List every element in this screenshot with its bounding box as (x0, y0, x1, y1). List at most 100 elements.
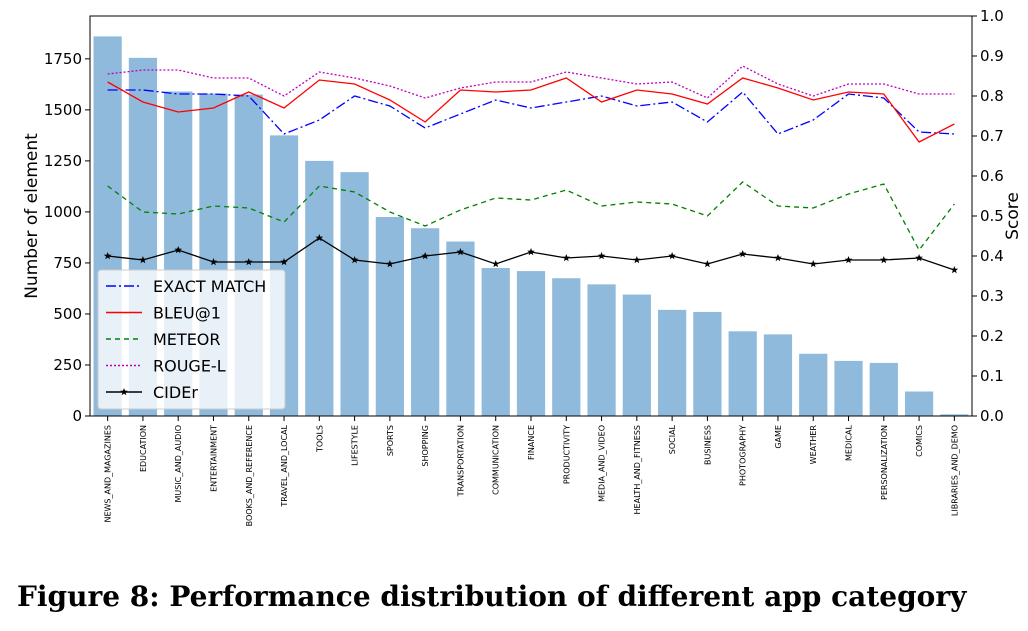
bar-communication (481, 268, 510, 416)
series-line-exact-match (107, 89, 955, 135)
bar-sports (375, 217, 404, 416)
bar-health-and-fitness (622, 294, 651, 416)
bar-personalization (869, 362, 898, 416)
series-point-cider (915, 254, 923, 262)
right-tick-label: 0.5 (980, 207, 1004, 225)
series-point-cider (597, 252, 606, 260)
lines-layer (103, 65, 959, 274)
bar-comics (904, 391, 934, 416)
series-line-bleu-1 (107, 77, 955, 143)
series-point-cider (950, 266, 959, 274)
x-tick-label: PHOTOGRAPHY (739, 425, 748, 486)
series-point-cider (880, 256, 888, 264)
x-tick-label: BOOKS_AND_REFERENCE (245, 425, 254, 526)
bar-social (658, 309, 687, 416)
x-tick-label: ENTERTAINMENT (209, 425, 218, 492)
left-axis: 0 250 500 750 1000 1250 1500 1750 (44, 50, 90, 425)
left-tick-label: 500 (53, 305, 82, 323)
x-tick-label: MUSIC_AND_AUDIO (174, 425, 183, 503)
x-tick-label: PRODUCTIVITY (562, 425, 571, 484)
right-tick-label: 0.6 (980, 167, 1004, 185)
x-tick-label: TOOLS (315, 425, 324, 453)
legend-marker (120, 388, 128, 396)
bar-business (693, 311, 722, 416)
right-tick-label: 0.7 (980, 127, 1004, 145)
series-point-cider (633, 256, 641, 264)
series-point-cider (174, 246, 182, 254)
series-point-cider (103, 252, 112, 260)
bar-medical (834, 360, 863, 416)
x-tick-label: MEDIA_AND_VIDEO (598, 425, 607, 502)
bar-transportation (446, 241, 475, 416)
legend: EXACT MATCH BLEU@1 METEOR ROUGE-L CIDEr (97, 269, 286, 410)
series-point-cider (562, 254, 571, 262)
series-point-cider (315, 234, 324, 242)
series-point-cider (456, 248, 465, 256)
x-tick-label: LIBRARIES_AND_DEMO (950, 425, 959, 516)
series-point-cider (244, 258, 253, 266)
x-tick-label: FINANCE (527, 425, 536, 460)
x-tick-label: SHOPPING (421, 425, 430, 467)
series-point-cider (703, 260, 712, 268)
right-tick-label: 0.8 (980, 87, 1004, 105)
series-point-cider (139, 256, 147, 264)
right-tick-label: 0.0 (980, 407, 1004, 425)
series-point-cider (738, 250, 747, 258)
figure-caption: Figure 8: Performance distribution of di… (17, 580, 967, 613)
right-axis: 0.0 0.1 0.2 0.3 0.4 0.5 0.6 0.7 0.8 0.9 1.0 (972, 7, 1004, 425)
bar-finance (516, 271, 546, 416)
series-point-cider (809, 260, 818, 268)
left-tick-label: 1500 (44, 101, 82, 119)
series-point-cider (350, 256, 359, 264)
bar-libraries-and-demo (940, 414, 969, 416)
bar-shopping (411, 228, 440, 416)
series-point-cider (774, 254, 782, 262)
series-point-cider (421, 252, 429, 260)
right-tick-label: 0.1 (980, 367, 1004, 385)
legend-label: EXACT MATCH (153, 277, 266, 296)
right-tick-label: 1.0 (980, 7, 1004, 25)
x-tick-label: GAME (774, 425, 783, 449)
left-tick-label: 0 (72, 407, 82, 425)
x-tick-label: COMICS (915, 425, 924, 457)
x-axis: NEWS_AND_MAGAZINES EDUCATION MUSIC_AND_AUD… (104, 416, 959, 526)
bar-photography (728, 331, 757, 416)
bar-weather (799, 353, 828, 416)
x-tick-label: EDUCATION (139, 425, 148, 472)
bar-tools (305, 160, 334, 416)
x-tick-label: WEATHER (809, 425, 818, 465)
bar-game (763, 334, 793, 416)
bar-productivity (552, 278, 581, 416)
series-line-rouge-l (107, 65, 955, 99)
bar-lifestyle (340, 172, 369, 416)
x-tick-label: SPORTS (386, 425, 395, 456)
right-tick-label: 0.9 (980, 47, 1004, 65)
right-tick-label: 0.2 (980, 327, 1004, 345)
left-tick-label: 1000 (44, 203, 82, 221)
series-point-cider (386, 260, 394, 268)
right-tick-label: 0.4 (980, 247, 1004, 265)
legend-label: ROUGE-L (153, 357, 226, 376)
x-tick-label: BUSINESS (703, 425, 712, 465)
series-point-cider (668, 252, 676, 260)
x-tick-label: MEDICAL (845, 424, 854, 461)
series-line-meteor (107, 181, 955, 252)
x-tick-label: SOCIAL (668, 424, 677, 454)
series-point-cider (491, 260, 500, 268)
x-tick-label: PERSONALIZATION (880, 425, 889, 500)
legend-label: CIDEr (153, 383, 198, 402)
left-tick-label: 750 (53, 254, 82, 272)
right-tick-label: 0.3 (980, 287, 1004, 305)
y-axis-label-left: Number of element (22, 133, 42, 299)
series-point-cider (280, 258, 288, 266)
series-point-cider (209, 258, 218, 266)
left-tick-label: 1250 (44, 152, 82, 170)
x-tick-label: LIFESTYLE (351, 425, 360, 466)
x-tick-label: COMMUNICATION (492, 425, 501, 495)
x-tick-label: TRAVEL_AND_LOCAL (280, 424, 289, 507)
x-tick-label: HEALTH_AND_FITNESS (633, 425, 642, 514)
y-axis-label-right: Score (1003, 192, 1023, 240)
legend-box (97, 269, 286, 410)
series-point-cider (527, 248, 535, 256)
